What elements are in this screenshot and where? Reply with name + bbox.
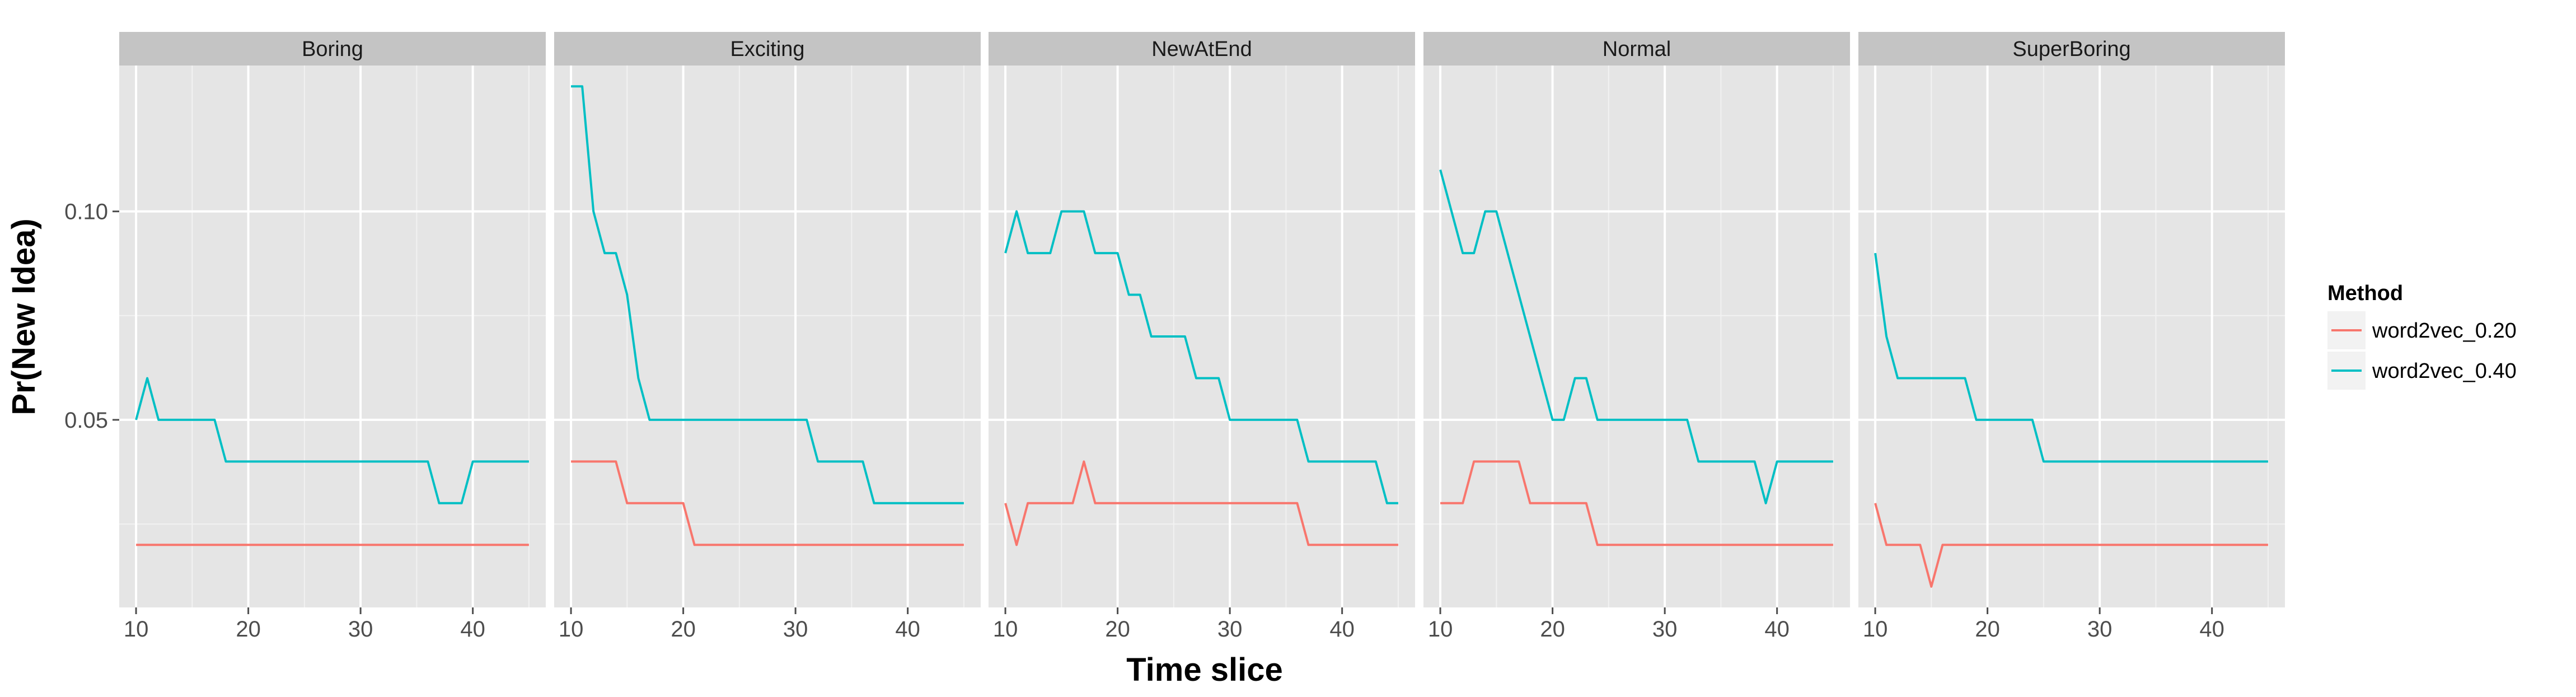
facet-superboring: SuperBoring [1858,32,2285,607]
x-tick-label: 20 [1975,617,2000,642]
x-tick-label: 30 [2087,617,2113,642]
panel-background [1423,66,1850,607]
panel-background [554,66,981,607]
x-tick-label: 40 [1764,617,1790,642]
series-line-word2vec-0-40 [1439,169,1833,504]
legend-label: word2vec_0.20 [2372,319,2517,343]
series-line-word2vec-0-40 [135,377,529,504]
legend-title: Method [2327,282,2403,305]
facet-strip [989,32,1415,66]
x-tick-label: 10 [559,617,584,642]
panel-background [119,66,546,607]
y-axis: 0.05 0.10 [64,200,119,433]
facet-strip [554,32,981,66]
y-axis-title: Pr(New Idea) [6,218,42,415]
x-tick-label: 10 [1863,617,1888,642]
facet-strip-label: NewAtEnd [1151,38,1252,61]
facet-strip-label: Exciting [730,38,804,61]
legend-label: word2vec_0.40 [2372,359,2517,383]
x-tick-label: 40 [2199,617,2224,642]
panel-background [1858,66,2285,607]
facet-strip-label: Normal [1603,38,1671,61]
facet-boring: Boring [119,32,546,607]
facet-strip [1858,32,2285,66]
x-tick-label: 20 [1540,617,1565,642]
x-tick-label: 20 [671,617,696,642]
x-tick-label: 30 [1652,617,1678,642]
facet-strip-label: Boring [302,38,363,61]
x-tick-label: 20 [1105,617,1130,642]
legend: Method word2vec_0.20 word2vec_0.40 [2327,282,2517,390]
facet-normal: Normal [1423,32,1850,607]
x-tick-label: 40 [895,617,920,642]
facet-newatend: NewAtEnd [989,32,1415,607]
facet-strip [1423,32,1850,66]
facet-exciting: Exciting [554,32,981,607]
y-tick-label: 0.10 [64,200,108,224]
series-line-word2vec-0-20 [1004,460,1398,546]
x-axis-title: Time slice [1126,652,1282,688]
x-tick-label: 30 [1217,617,1243,642]
x-tick-label: 10 [1428,617,1453,642]
y-tick-label: 0.05 [64,408,108,433]
series-line-word2vec-0-40 [1004,210,1398,504]
series-line-word2vec-0-20 [571,460,964,546]
x-tick-label: 40 [1329,617,1355,642]
series-line-word2vec-0-40 [1874,252,2268,463]
x-tick-label: 10 [124,617,149,642]
facet-panels: Boring Exciting NewAtEnd Normal SuperBoring [119,32,2285,607]
x-tick-label: 10 [993,617,1018,642]
x-tick-label: 40 [460,617,485,642]
x-axes: 10 20 30 40 10 20 30 40 10 20 30 40 10 20 30 40 10 20 30 40 [124,607,2224,642]
x-tick-label: 30 [783,617,808,642]
series-line-word2vec-0-40 [571,85,964,504]
facet-strip-label: SuperBoring [2012,38,2130,61]
panel-background [989,66,1415,607]
series-line-word2vec-0-20 [1440,460,1833,546]
x-tick-label: 20 [236,617,261,642]
series-line-word2vec-0-20 [1874,503,2268,588]
x-tick-label: 30 [348,617,373,642]
facet-strip [119,32,546,66]
